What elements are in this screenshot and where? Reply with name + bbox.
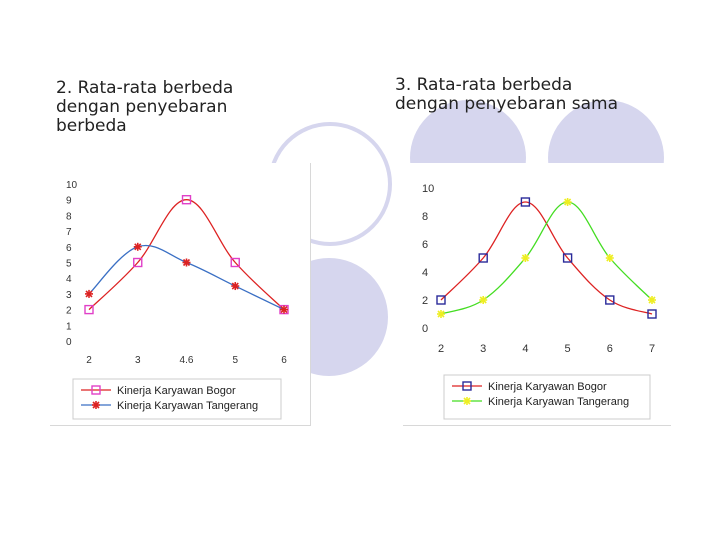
x-tick-label: 5 — [232, 355, 238, 366]
y-tick-label: 10 — [422, 183, 434, 195]
chart-panel-left: 10 9 8 7 6 5 4 3 2 1 0 2 3 4.6 5 6 Kinerja Karyawan Bogo… — [50, 163, 311, 426]
data-point — [563, 198, 572, 206]
y-tick-label: 4 — [66, 274, 72, 285]
x-tick-label: 4.6 — [180, 355, 194, 366]
heading-left: 2. Rata-rata berbeda dengan penyebaran b… — [56, 78, 234, 136]
data-point — [181, 195, 192, 205]
data-point — [605, 254, 614, 262]
legend-label: Kinerja Karyawan Bogor — [488, 381, 607, 393]
chart-panel-right: 10 8 6 4 2 0 2 3 4 5 6 7 Kinerja Karyawan Bogor Kiner… — [403, 163, 671, 426]
y-tick-label: 5 — [66, 259, 72, 270]
legend-marker — [92, 401, 100, 409]
x-tick-label: 3 — [135, 355, 141, 366]
heading-right: 3. Rata-rata berbeda dengan penyebaran s… — [395, 75, 619, 114]
y-tick-label: 2 — [66, 306, 72, 317]
series-line — [88, 199, 285, 311]
data-point — [436, 295, 446, 305]
y-tick-label: 9 — [66, 196, 72, 207]
data-point — [647, 309, 657, 319]
legend-marker — [463, 397, 471, 405]
y-tick-label: 2 — [422, 295, 428, 307]
y-tick-label: 10 — [66, 180, 78, 191]
y-tick-label: 0 — [422, 323, 428, 335]
x-tick-label: 4 — [522, 343, 528, 355]
data-point — [520, 197, 531, 207]
data-point — [479, 296, 488, 304]
y-tick-label: 7 — [66, 227, 72, 238]
y-tick-label: 8 — [66, 211, 72, 222]
y-tick-label: 4 — [422, 267, 428, 279]
data-point — [84, 304, 94, 315]
x-tick-label: 3 — [480, 343, 486, 355]
data-point — [182, 258, 191, 267]
data-point — [133, 242, 142, 251]
data-point — [478, 253, 488, 263]
legend-box — [72, 378, 282, 420]
legend-box — [443, 374, 651, 420]
y-tick-label: 1 — [66, 321, 72, 332]
legend-label: Kinerja Karyawan Tangerang — [488, 396, 629, 408]
series-line — [440, 201, 653, 315]
data-point — [230, 257, 240, 268]
data-point — [437, 310, 445, 318]
y-tick-label: 0 — [66, 337, 72, 348]
series-line — [88, 244, 285, 311]
x-tick-label: 6 — [607, 343, 613, 355]
x-tick-label: 5 — [565, 343, 571, 355]
legend-label: Kinerja Karyawan Tangerang — [117, 400, 258, 412]
y-tick-label: 6 — [422, 239, 428, 251]
y-tick-label: 6 — [66, 243, 72, 254]
x-tick-label: 2 — [438, 343, 444, 355]
data-point — [231, 282, 240, 291]
legend-label: Kinerja Karyawan Bogor — [117, 385, 236, 397]
data-point — [562, 253, 573, 263]
data-point — [521, 254, 530, 262]
legend-marker — [462, 381, 472, 391]
data-point — [85, 289, 93, 298]
x-tick-label: 2 — [86, 355, 92, 366]
y-tick-label: 3 — [66, 290, 72, 301]
y-tick-label: 8 — [422, 211, 428, 223]
legend-marker — [91, 385, 101, 395]
data-point — [280, 305, 288, 314]
data-point — [648, 296, 656, 304]
x-tick-label: 7 — [649, 343, 655, 355]
data-point — [133, 257, 143, 268]
x-tick-label: 6 — [281, 355, 287, 366]
series-line — [440, 201, 653, 315]
data-point — [605, 295, 615, 305]
